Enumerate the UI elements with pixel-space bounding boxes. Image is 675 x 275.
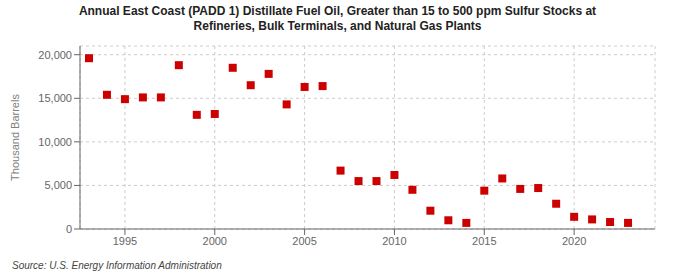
svg-text:2015: 2015 [472, 235, 496, 247]
svg-text:5,000: 5,000 [44, 179, 72, 191]
svg-text:2020: 2020 [562, 235, 586, 247]
svg-text:10,000: 10,000 [38, 136, 72, 148]
svg-text:15,000: 15,000 [38, 92, 72, 104]
html-text:Refineries, Bulk Terminals, an: Refineries, Bulk Terminals, and Natural … [193, 19, 482, 33]
html-text:Annual East Coast (PADD 1) Dis: Annual East Coast (PADD 1) Distillate Fu… [78, 4, 597, 18]
svg-text:20,000: 20,000 [38, 49, 72, 61]
html-text:Source: U.S. Energy Informatio: Source: U.S. Energy Information Administ… [12, 260, 222, 271]
svg-text:2010: 2010 [382, 235, 406, 247]
svg-text:0: 0 [66, 223, 72, 235]
svg-text:Thousand Barrels: Thousand Barrels [9, 94, 21, 181]
svg-text:1995: 1995 [113, 235, 137, 247]
svg-text:2000: 2000 [203, 235, 227, 247]
svg-text:2005: 2005 [292, 235, 316, 247]
